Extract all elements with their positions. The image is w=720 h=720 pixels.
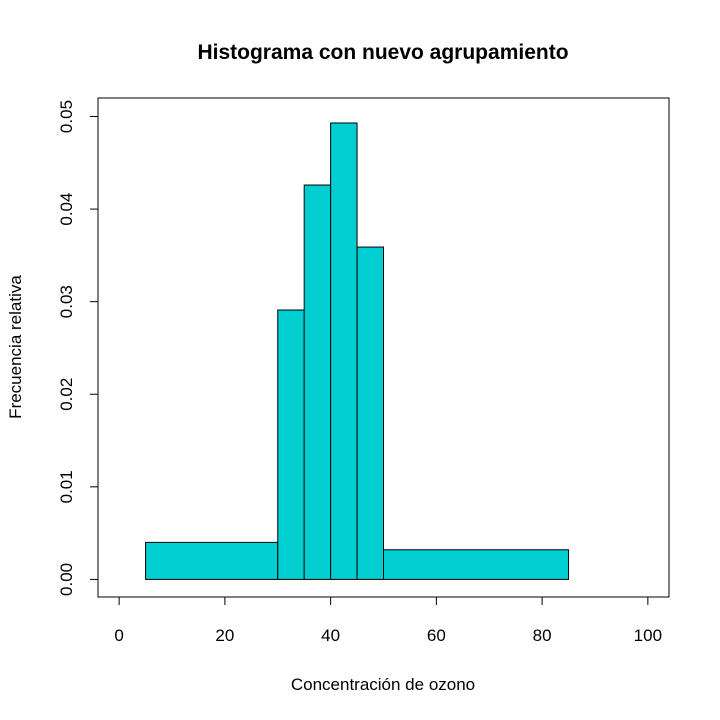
histogram-bar-5 xyxy=(383,549,570,580)
x-axis: 0 20 40 60 80 100 xyxy=(114,596,662,645)
x-tick-label: 40 xyxy=(321,626,340,645)
histogram-bar-1 xyxy=(277,309,305,580)
y-tick-label: 0.03 xyxy=(57,285,76,318)
histogram-bar-3 xyxy=(330,122,358,580)
x-tick-label: 60 xyxy=(427,626,446,645)
y-tick-label: 0.02 xyxy=(57,378,76,411)
bars-group xyxy=(145,122,570,580)
x-axis-label: Concentración de ozono xyxy=(291,675,475,694)
histogram-bar-0 xyxy=(145,541,279,580)
y-tick-label: 0.05 xyxy=(57,100,76,133)
y-tick-label: 0.00 xyxy=(57,563,76,596)
histogram-bar-2 xyxy=(303,184,332,580)
x-tick-label: 80 xyxy=(533,626,552,645)
y-axis: 0.00 0.01 0.02 0.03 0.04 0.05 xyxy=(57,100,99,596)
y-tick-label: 0.01 xyxy=(57,470,76,503)
x-tick-label: 100 xyxy=(634,626,662,645)
y-tick-label: 0.04 xyxy=(57,193,76,226)
histogram-bar-4 xyxy=(356,246,385,580)
chart-title: Histograma con nuevo agrupamiento xyxy=(197,41,568,64)
x-tick-label: 20 xyxy=(215,626,234,645)
y-axis-label: Frecuencia relativa xyxy=(6,275,25,419)
x-tick-label: 0 xyxy=(114,626,123,645)
